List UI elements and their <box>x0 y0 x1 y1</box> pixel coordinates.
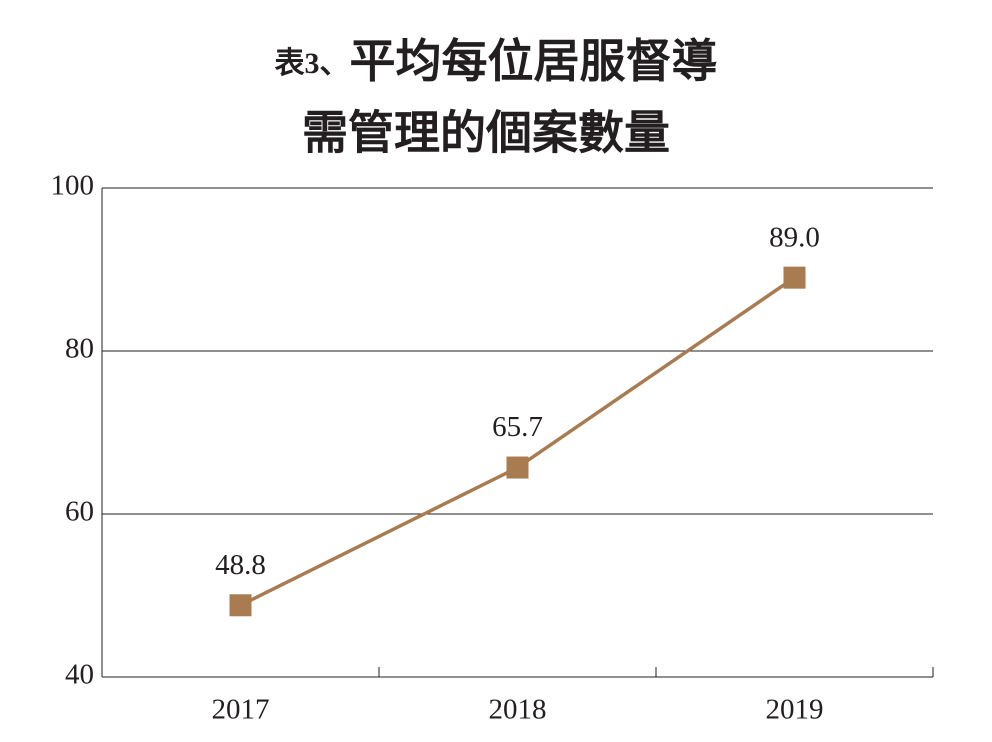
value-label: 89.0 <box>769 221 820 253</box>
y-tick-label: 40 <box>65 659 94 691</box>
x-tick-label: 2018 <box>489 694 547 726</box>
marker <box>783 266 806 289</box>
value-label: 65.7 <box>492 411 543 443</box>
chart-title: 表3、平均每位居服督導 <box>275 36 718 87</box>
marker <box>229 594 252 617</box>
y-tick-label: 60 <box>65 496 94 528</box>
chart-title: 需管理的個案數量 <box>302 108 670 159</box>
y-tick-label: 100 <box>51 170 95 202</box>
y-tick-label: 80 <box>65 333 94 365</box>
value-label: 48.8 <box>215 549 266 581</box>
x-tick-label: 2019 <box>766 694 824 726</box>
marker <box>506 456 529 479</box>
title-label: 表3、 <box>275 47 350 80</box>
title-line: 平均每位居服督導 <box>350 36 718 87</box>
x-tick-label: 2017 <box>212 694 270 726</box>
